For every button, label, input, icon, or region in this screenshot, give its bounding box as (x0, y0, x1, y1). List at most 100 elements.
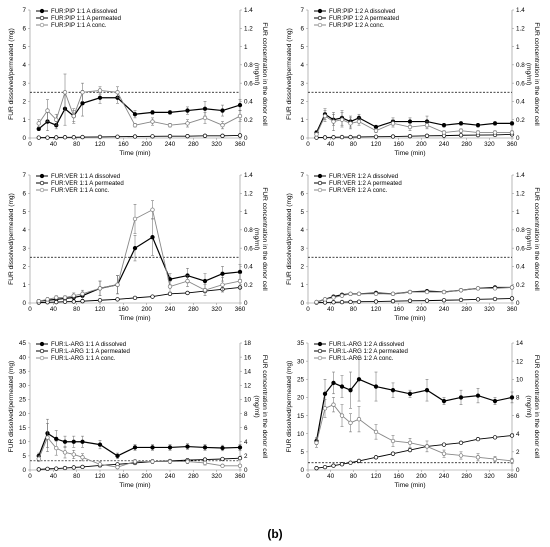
data-point (424, 133, 430, 138)
data-point (475, 393, 481, 398)
legend-marker (317, 355, 323, 361)
y-tick-label: 15 (297, 413, 305, 420)
y2-axis-label: FUR concentration in the donor cell(mg/m… (525, 355, 540, 459)
legend-marker (317, 180, 323, 186)
data-point (314, 299, 319, 305)
data-point (424, 444, 430, 449)
y2-tick-label: 12 (516, 358, 524, 365)
data-point (202, 445, 208, 450)
data-point (331, 300, 336, 305)
y-tick-label: 5 (300, 44, 304, 51)
x-tick-label: 80 (73, 306, 81, 313)
x-tick-label: 360 (507, 473, 518, 480)
data-point (36, 456, 41, 461)
data-point (97, 134, 103, 140)
y2-tick-label: 0.8 (516, 62, 525, 69)
series-2 (36, 133, 243, 140)
data-point (237, 102, 243, 108)
legend-entry: FUR:VER 1:2 A permeated (329, 180, 402, 187)
x-tick-label: 280 (188, 141, 199, 148)
y2-tick-label: 6 (516, 413, 520, 420)
y-tick-label: 1 (22, 282, 26, 289)
data-point (97, 442, 103, 447)
data-point (115, 134, 120, 139)
data-point (54, 299, 59, 305)
x-tick-label: 240 (439, 141, 450, 148)
x-tick-label: 80 (73, 141, 81, 148)
data-point (115, 465, 120, 470)
x-tick-label: 320 (211, 141, 222, 148)
x-axis-label: Time (min) (394, 150, 425, 157)
data-point (80, 464, 85, 470)
x-tick-label: 80 (350, 473, 358, 480)
legend-marker (317, 187, 323, 193)
data-point (373, 299, 379, 304)
legend-marker (39, 187, 45, 193)
legend-entry: FUR:PIP 1:2 A dissolved (329, 8, 395, 15)
y-tick-label: 20 (297, 395, 305, 402)
data-point (331, 135, 336, 140)
data-point (356, 291, 362, 297)
data-point (458, 288, 464, 293)
x-tick-label: 0 (28, 473, 32, 480)
series-line (38, 236, 241, 302)
x-tick-label: 360 (507, 141, 518, 148)
series-3 (314, 397, 515, 464)
y-tick-label: 2 (300, 99, 304, 106)
data-point (458, 297, 464, 303)
x-tick-label: 160 (393, 141, 404, 148)
x-tick-label: 200 (141, 306, 152, 313)
data-point (36, 135, 41, 140)
data-point (54, 135, 59, 140)
chart-panel-5: 0 40 80 120 160 200 240 280 320 36005101520253035… (8, 340, 268, 489)
legend-entry: FUR:PIP 1:1 A permeated (51, 15, 121, 22)
data-point (373, 128, 379, 133)
charts-group: 0 40 80 120 160 200 240 280 320 3600123456700.20.… (8, 7, 540, 489)
chart-panel-6: 0 40 80 120 160 200 240 280 320 36005101520253035… (286, 340, 540, 489)
data-point (373, 134, 379, 139)
x-tick-label: 80 (350, 141, 358, 148)
data-point (424, 123, 430, 128)
data-point (314, 440, 319, 445)
x-tick-label: 360 (235, 473, 246, 480)
y-tick-label: 0 (300, 467, 304, 474)
y-tick-label: 1 (300, 282, 304, 289)
data-point (509, 433, 515, 438)
data-point (322, 391, 328, 396)
y-tick-label: 40 (19, 354, 27, 361)
y-tick-label: 0 (22, 467, 26, 474)
y-tick-label: 5 (22, 44, 26, 51)
legend-entry: FUR:VER 1:2 A dissolved (329, 173, 398, 180)
x-tick-label: 40 (50, 141, 58, 148)
data-point (356, 134, 362, 140)
legend-entry: FUR:VER 1:1 A permeated (51, 180, 124, 187)
x-tick-label: 320 (484, 306, 495, 313)
y-tick-label: 10 (297, 431, 305, 438)
y-axis-label: FUR dissolved/permeated (mg) (286, 361, 293, 453)
data-point (373, 124, 379, 130)
data-point (80, 455, 85, 460)
x-axis-label: Time (min) (119, 150, 150, 157)
series-line (316, 287, 513, 303)
data-point (356, 119, 362, 124)
data-point (202, 278, 208, 284)
y-tick-label: 20 (19, 411, 27, 418)
series-3 (36, 423, 243, 470)
y2-tick-label: 12 (244, 383, 252, 390)
data-point (441, 398, 447, 404)
data-point (80, 291, 85, 297)
y-tick-label: 2 (22, 99, 26, 106)
x-tick-label: 80 (73, 473, 81, 480)
data-point (62, 135, 68, 140)
data-point (339, 117, 345, 122)
y-tick-label: 0 (300, 300, 304, 307)
y2-tick-label: 4 (244, 439, 248, 446)
y2-tick-label: 1.4 (516, 172, 525, 179)
data-point (150, 294, 155, 299)
data-point (407, 391, 413, 396)
data-point (390, 438, 396, 444)
